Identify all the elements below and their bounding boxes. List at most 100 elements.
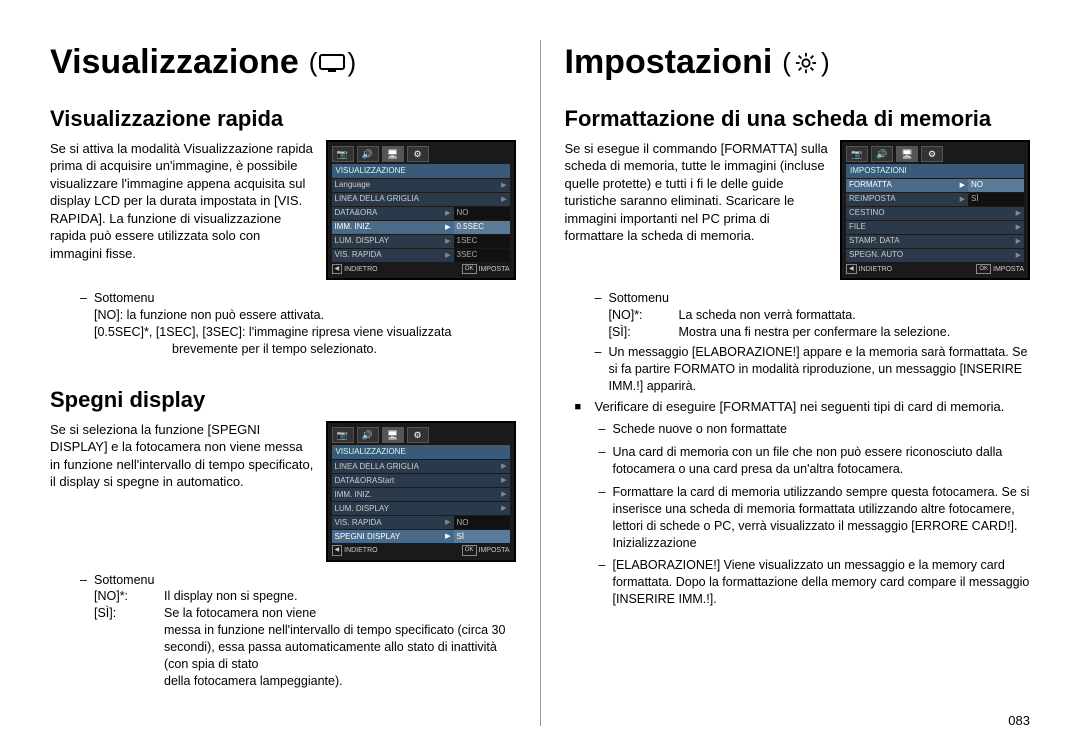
lcd-row-value: NO bbox=[454, 516, 510, 529]
gear-icon bbox=[782, 45, 829, 80]
lcd-row-value: NO bbox=[454, 207, 510, 220]
lcd-tab: 🔊 bbox=[357, 427, 379, 443]
lcd-row-label: IMM. INIZ.▶ bbox=[332, 488, 510, 501]
vis-rapida-intro: Se si attiva la modalità Visualizzazione… bbox=[50, 140, 316, 281]
sub-label: Sottomenu bbox=[609, 291, 669, 305]
kv-no-val: Il display non si spegne. bbox=[164, 588, 297, 605]
dash-item: Una card di memoria con un file che non … bbox=[599, 444, 1031, 478]
kv-no-key: [NO]*: bbox=[609, 307, 673, 324]
lcd-row: VIS. RAPIDA▶NO bbox=[332, 516, 510, 529]
kv-si-key: [SÌ]: bbox=[94, 605, 158, 622]
format-sublist: Sottomenu [NO]*: La scheda non verrà form… bbox=[565, 290, 1031, 394]
lcd-row-label: LINEA DELLA GRIGLIA▶ bbox=[332, 460, 510, 473]
sub-label: Sottomenu bbox=[94, 573, 154, 587]
spegni-cont1: messa in funzione nell'intervallo di tem… bbox=[94, 622, 516, 673]
lcd-row-value: NO bbox=[968, 179, 1024, 192]
lcd-row: LINEA DELLA GRIGLIA▶ bbox=[332, 193, 510, 206]
lcd-row: FORMATTA▶NO bbox=[846, 179, 1024, 192]
lcd-row: FILE▶ bbox=[846, 221, 1024, 234]
kv-no-key: [NO]*: bbox=[94, 588, 158, 605]
lcd-row-label: REIMPOSTA▶ bbox=[846, 193, 968, 206]
lcd-row-value: 3SEC bbox=[454, 249, 510, 262]
lcd-row-label: SPEGNI DISPLAY▶ bbox=[332, 530, 454, 543]
lcd-row: STAMP. DATA▶ bbox=[846, 235, 1024, 248]
sub-item: Sottomenu [NO]: la funzione non può esse… bbox=[80, 290, 516, 358]
lcd-footer: ◀ INDIETROOK IMPOSTA bbox=[846, 264, 1024, 274]
format-checklist: Verificare di eseguire [FORMATTA] nei se… bbox=[565, 398, 1031, 416]
lcd-header: VISUALIZZAZIONE bbox=[332, 164, 510, 179]
spegni-title: Spegni display bbox=[50, 385, 516, 415]
column-divider bbox=[540, 40, 541, 726]
display-icon bbox=[309, 45, 356, 80]
sub-item: Sottomenu [NO]*: La scheda non verrà form… bbox=[595, 290, 1031, 341]
left-column: Visualizzazione Visualizzazione rapida S… bbox=[50, 40, 516, 726]
format-intro: Se si esegue il commando [FORMATTA] sull… bbox=[565, 140, 831, 281]
lcd-row: VIS. RAPIDA▶3SEC bbox=[332, 249, 510, 262]
kv-no-val: La scheda non verrà formattata. bbox=[679, 307, 856, 324]
lcd-row-value: 1SEC bbox=[454, 235, 510, 248]
lcd-row: REIMPOSTA▶SÌ bbox=[846, 193, 1024, 206]
lcd-header: IMPOSTAZIONI bbox=[846, 164, 1024, 179]
format-title: Formattazione di una scheda di memoria bbox=[565, 104, 1031, 134]
left-main-title: Visualizzazione bbox=[50, 40, 516, 86]
lcd-row-label: LINEA DELLA GRIGLIA▶ bbox=[332, 193, 510, 206]
lcd-row-label: STAMP. DATA▶ bbox=[846, 235, 1024, 248]
lcd-tab: 📷 bbox=[332, 427, 354, 443]
lcd-row-label: LUM. DISPLAY▶ bbox=[332, 235, 454, 248]
kv-si-val: Se la fotocamera non viene bbox=[164, 605, 316, 622]
lcd-row-label: Language▶ bbox=[332, 179, 510, 192]
lcd-tab: 📷 bbox=[846, 146, 868, 162]
lcd-row-label: DATA&ORAStart▶ bbox=[332, 474, 510, 487]
kv-si-key: [SÌ]: bbox=[609, 324, 673, 341]
check-item: Verificare di eseguire [FORMATTA] nei se… bbox=[575, 398, 1031, 416]
section-formattazione: Formattazione di una scheda di memoria S… bbox=[565, 104, 1031, 614]
right-column: Impostazioni Formattazione di una scheda… bbox=[565, 40, 1031, 726]
spegni-cont2: della fotocamera lampeggiante). bbox=[94, 673, 516, 690]
lcd-row-label: DATA&ORA▶ bbox=[332, 207, 454, 220]
kv-si-val: Mostra una fi nestra per confermare la s… bbox=[679, 324, 951, 341]
lcd-row-label: VIS. RAPIDA▶ bbox=[332, 249, 454, 262]
lcd-vis-rapida: 📷🔊🖥⚙VISUALIZZAZIONELanguage▶LINEA DELLA … bbox=[326, 140, 516, 281]
lcd-row: LINEA DELLA GRIGLIA▶ bbox=[332, 460, 510, 473]
sub-label: Sottomenu bbox=[94, 291, 154, 305]
format-bullet1: Un messaggio [ELABORAZIONE!] appare e la… bbox=[595, 344, 1031, 395]
left-title-text: Visualizzazione bbox=[50, 40, 299, 86]
lcd-tab: 📷 bbox=[332, 146, 354, 162]
lcd-tab: 🖥 bbox=[382, 146, 404, 162]
sub-item: Sottomenu [NO]*: Il display non si spegne… bbox=[80, 572, 516, 690]
dash-item: [ELABORAZIONE!] Viene visualizzato un me… bbox=[599, 557, 1031, 608]
lcd-row: SPEGNI DISPLAY▶SÌ bbox=[332, 530, 510, 543]
lcd-row-label: VIS. RAPIDA▶ bbox=[332, 516, 454, 529]
lcd-footer: ◀ INDIETROOK IMPOSTA bbox=[332, 545, 510, 555]
right-main-title: Impostazioni bbox=[565, 40, 1031, 86]
dash-item: Schede nuove o non formattate bbox=[599, 421, 1031, 438]
lcd-footer: ◀ INDIETROOK IMPOSTA bbox=[332, 264, 510, 274]
lcd-row-value: SÌ bbox=[454, 530, 510, 543]
lcd-tab: 🖥 bbox=[382, 427, 404, 443]
lcd-row-label: LUM. DISPLAY▶ bbox=[332, 502, 510, 515]
sub-times2: brevemente per il tempo selezionato. bbox=[94, 341, 516, 358]
lcd-row: IMM. INIZ.▶ bbox=[332, 488, 510, 501]
sub-times: [0.5SEC]*, [1SEC], [3SEC]: l'immagine ri… bbox=[94, 324, 516, 341]
section-vis-rapida: Visualizzazione rapida Se si attiva la m… bbox=[50, 104, 516, 361]
vis-rapida-sublist: Sottomenu [NO]: la funzione non può esse… bbox=[50, 290, 516, 358]
lcd-tab: 🖥 bbox=[896, 146, 918, 162]
lcd-tab: 🔊 bbox=[357, 146, 379, 162]
lcd-row: SPEGN. AUTO▶ bbox=[846, 249, 1024, 262]
lcd-row: Language▶ bbox=[332, 179, 510, 192]
lcd-row-value: 0.5SEC bbox=[454, 221, 510, 234]
lcd-row: DATA&ORA▶NO bbox=[332, 207, 510, 220]
lcd-tab: ⚙ bbox=[921, 146, 943, 162]
lcd-row-label: FILE▶ bbox=[846, 221, 1024, 234]
lcd-row-value: SÌ bbox=[968, 193, 1024, 206]
page: Visualizzazione Visualizzazione rapida S… bbox=[50, 40, 1030, 726]
lcd-spegni: 📷🔊🖥⚙VISUALIZZAZIONELINEA DELLA GRIGLIA▶D… bbox=[326, 421, 516, 562]
lcd-tab: 🔊 bbox=[871, 146, 893, 162]
right-title-text: Impostazioni bbox=[565, 40, 773, 86]
lcd-row-label: FORMATTA▶ bbox=[846, 179, 968, 192]
lcd-header: VISUALIZZAZIONE bbox=[332, 445, 510, 460]
page-number: 083 bbox=[1008, 712, 1030, 730]
lcd-row: IMM. INIZ.▶0.5SEC bbox=[332, 221, 510, 234]
lcd-row: LUM. DISPLAY▶1SEC bbox=[332, 235, 510, 248]
section-spegni-display: Spegni display Se si seleziona la funzio… bbox=[50, 385, 516, 693]
